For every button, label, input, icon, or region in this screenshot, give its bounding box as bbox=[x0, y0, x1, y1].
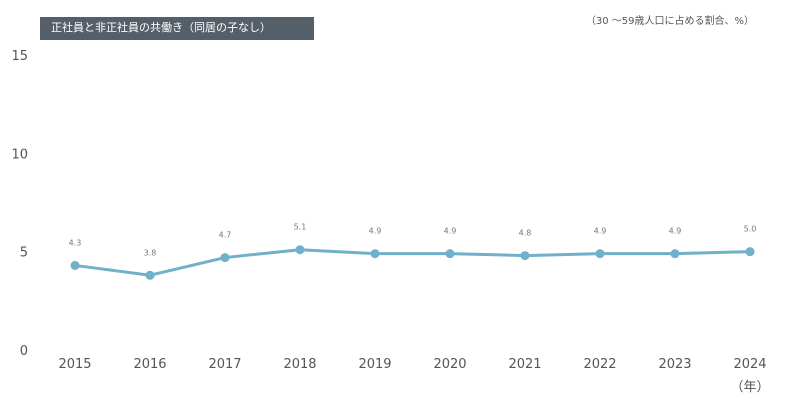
data-label: 4.9 bbox=[369, 227, 382, 236]
data-point bbox=[220, 253, 230, 263]
data-label: 4.7 bbox=[219, 231, 232, 240]
series-line bbox=[74, 248, 751, 277]
data-point bbox=[295, 245, 305, 255]
data-point bbox=[595, 249, 605, 259]
data-label: 4.9 bbox=[669, 227, 682, 236]
x-tick-label: 2021 bbox=[508, 357, 541, 372]
data-point bbox=[745, 247, 755, 257]
data-point bbox=[145, 270, 155, 280]
data-point bbox=[445, 249, 455, 259]
data-label: 4.9 bbox=[594, 227, 607, 236]
y-tick-label: 10 bbox=[11, 147, 28, 162]
x-tick-label: 2023 bbox=[658, 357, 691, 372]
chart-title: 正社員と非正社員の共働き（同居の子なし） bbox=[40, 17, 314, 40]
x-axis-label: （年） bbox=[730, 380, 769, 395]
y-tick-label: 15 bbox=[11, 49, 28, 64]
data-point bbox=[520, 251, 530, 261]
x-tick-label: 2017 bbox=[208, 357, 241, 372]
data-label: 4.9 bbox=[444, 227, 457, 236]
y-tick-label: 5 bbox=[20, 246, 28, 261]
x-tick-label: 2018 bbox=[283, 357, 316, 372]
data-label: 5.0 bbox=[744, 225, 757, 234]
x-tick-label: 2019 bbox=[358, 357, 391, 372]
y-tick-label: 0 bbox=[20, 344, 28, 359]
data-label: 3.8 bbox=[144, 248, 157, 257]
data-point bbox=[670, 249, 680, 259]
data-label: 5.1 bbox=[294, 223, 307, 232]
x-tick-label: 2020 bbox=[433, 357, 466, 372]
data-point bbox=[70, 260, 80, 270]
x-tick-label: 2022 bbox=[583, 357, 616, 372]
data-point bbox=[370, 249, 380, 259]
x-tick-label: 2016 bbox=[133, 357, 166, 372]
x-tick-label: 2024 bbox=[733, 357, 766, 372]
data-label: 4.8 bbox=[519, 229, 532, 238]
x-tick-label: 2015 bbox=[58, 357, 91, 372]
unit-note: （30 ～59歳人口に占める割合、%） bbox=[585, 16, 754, 27]
data-label: 4.3 bbox=[69, 238, 82, 247]
